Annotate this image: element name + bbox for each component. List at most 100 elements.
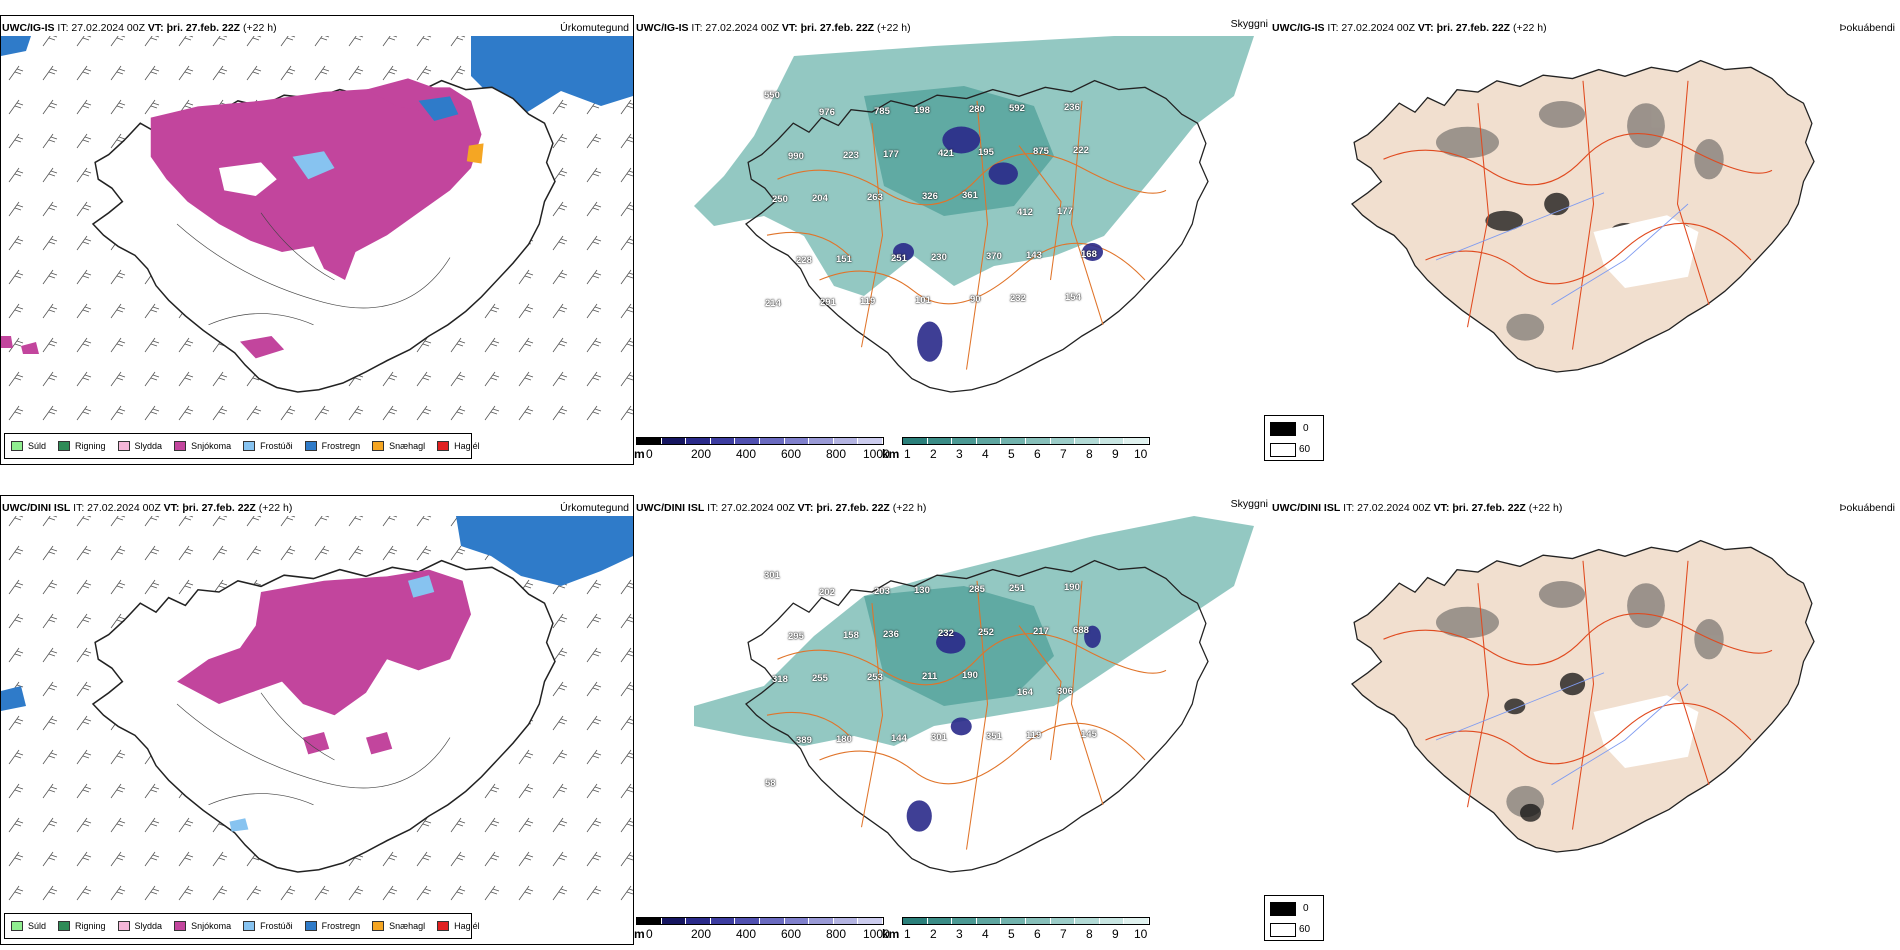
cloud-base-label: 285 bbox=[969, 584, 985, 595]
legend-item: Snjókoma bbox=[174, 921, 231, 931]
legend-label: Súld bbox=[28, 441, 47, 451]
tick-label-m: 1000 bbox=[863, 447, 890, 461]
tick-label-m: 0 bbox=[646, 927, 653, 941]
legend-item: Snæhagl bbox=[372, 921, 425, 931]
colorbar-bin bbox=[759, 438, 785, 444]
cloud-base-label: 144 bbox=[891, 733, 907, 744]
cloud-base-label: 130 bbox=[914, 585, 930, 596]
cloud-base-label: 236 bbox=[883, 629, 899, 640]
unit-km: km bbox=[882, 447, 900, 461]
legend-item: Haglél bbox=[437, 921, 480, 931]
cloud-base-label: 421 bbox=[938, 148, 954, 159]
cloud-base-label: 158 bbox=[843, 630, 859, 641]
tick-label-km: 9 bbox=[1112, 927, 1119, 941]
unit-m: m bbox=[634, 927, 645, 941]
colorbar-bin bbox=[809, 918, 834, 924]
legend-swatch bbox=[437, 921, 450, 931]
cloud-base-label: 145 bbox=[1081, 729, 1097, 740]
colorbar-bin bbox=[759, 918, 785, 924]
cloud-base-label: 255 bbox=[812, 673, 828, 684]
cloud-panel-row1: UWC/IG-IS IT: 27.02.2024 00Z VT: þri. 27… bbox=[634, 0, 1270, 470]
map-frame bbox=[0, 15, 634, 465]
cloud-base-label: 592 bbox=[1009, 103, 1025, 114]
tick-label-km: 3 bbox=[956, 447, 963, 461]
tick-label-km: 2 bbox=[930, 927, 937, 941]
cloud-base-label: 177 bbox=[1057, 206, 1073, 217]
legend-swatch bbox=[174, 921, 187, 931]
fog-legend-value: 60 bbox=[1299, 444, 1311, 455]
colorbar-bin bbox=[735, 438, 760, 444]
tick-label-m: 600 bbox=[781, 927, 802, 941]
fog-index-map bbox=[1351, 59, 1815, 373]
cloud-base-map bbox=[694, 516, 1254, 873]
colorbar-bin bbox=[1124, 438, 1149, 444]
tick-label-km: 5 bbox=[1008, 447, 1015, 461]
cloud-base-label: 223 bbox=[843, 150, 859, 161]
legend-item: Snæhagl bbox=[372, 441, 425, 451]
cloud-base-label: 250 bbox=[772, 194, 788, 205]
panel-title-right: Skyggni bbox=[1230, 498, 1268, 510]
tick-label-km: 1 bbox=[904, 927, 911, 941]
legend-item: Frostregn bbox=[304, 921, 360, 931]
precip-type-map bbox=[1, 516, 633, 901]
fog-panel-row2: UWC/DINI ISL IT: 27.02.2024 00Z VT: þri.… bbox=[1264, 480, 1900, 950]
legend-item: Haglél bbox=[437, 441, 480, 451]
tick-label-km: 1 bbox=[904, 447, 911, 461]
cloud-base-label: 785 bbox=[874, 106, 890, 117]
fog-legend: 0 60 bbox=[1264, 895, 1324, 941]
legend-item: Rigning bbox=[58, 921, 106, 931]
cloud-base-label: 295 bbox=[788, 631, 804, 642]
colorbar-bin bbox=[1099, 438, 1125, 444]
legend-swatch bbox=[58, 921, 71, 931]
legend-swatch bbox=[11, 921, 23, 931]
cloud-base-label: 164 bbox=[1017, 687, 1033, 698]
panel-title-left: UWC/DINI ISL IT: 27.02.2024 00Z VT: þri.… bbox=[1272, 502, 1563, 514]
tick-label-km: 6 bbox=[1034, 447, 1041, 461]
colorbar-km bbox=[902, 437, 1150, 445]
legend-label: Rigning bbox=[75, 921, 106, 931]
colorbar-bin bbox=[809, 438, 834, 444]
colorbar-bin bbox=[1050, 918, 1076, 924]
cloud-base-label: 253 bbox=[867, 672, 883, 683]
cloud-base-label: 143 bbox=[1026, 250, 1042, 261]
cloud-base-label: 412 bbox=[1017, 207, 1033, 218]
colorbar-bin bbox=[1001, 438, 1026, 444]
fog-swatch-light bbox=[1270, 443, 1296, 457]
cloud-base-label: 195 bbox=[978, 147, 994, 158]
colorbar-bin bbox=[1025, 918, 1051, 924]
colorbar-bin bbox=[735, 918, 760, 924]
colorbar-bin bbox=[637, 918, 662, 924]
legend-label: Slydda bbox=[134, 441, 163, 451]
colorbar-bin bbox=[1050, 438, 1076, 444]
cloud-base-label: 204 bbox=[812, 193, 828, 204]
colorbar-bin bbox=[1001, 918, 1026, 924]
legend-swatch bbox=[243, 441, 256, 451]
cloud-panel-row2: UWC/DINI ISL IT: 27.02.2024 00Z VT: þri.… bbox=[634, 480, 1270, 950]
legend-label: Slydda bbox=[134, 921, 163, 931]
cloud-base-label: 550 bbox=[764, 90, 780, 101]
cloud-base-label: 222 bbox=[1073, 145, 1089, 156]
colorbar-meters bbox=[636, 437, 884, 445]
colorbar-bin bbox=[833, 918, 859, 924]
legend-label: Haglél bbox=[454, 921, 480, 931]
tick-label-m: 0 bbox=[646, 447, 653, 461]
colorbar-bin bbox=[858, 918, 883, 924]
legend-swatch bbox=[174, 441, 187, 451]
tick-label-m: 400 bbox=[736, 927, 757, 941]
colorbar-bin bbox=[784, 918, 810, 924]
legend-item: Súld bbox=[11, 441, 46, 451]
fog-swatch-dark bbox=[1270, 902, 1296, 916]
colorbar-bin bbox=[1025, 438, 1051, 444]
fog-legend-value: 0 bbox=[1303, 423, 1309, 434]
cloud-base-label: 236 bbox=[1064, 102, 1080, 113]
legend-swatch bbox=[117, 921, 130, 931]
legend-item: Snjókoma bbox=[174, 441, 231, 451]
cloud-base-label: 203 bbox=[874, 586, 890, 597]
legend-swatch bbox=[304, 921, 317, 931]
cloud-base-label: 976 bbox=[819, 107, 835, 118]
fog-swatch-light bbox=[1270, 923, 1296, 937]
cloud-base-label: 263 bbox=[867, 192, 883, 203]
precip-panel-row1: UWC/IG-IS IT: 27.02.2024 00Z VT: þri. 27… bbox=[0, 0, 634, 470]
cloud-base-label: 119 bbox=[860, 296, 876, 307]
cloud-base-label: 389 bbox=[796, 735, 812, 746]
